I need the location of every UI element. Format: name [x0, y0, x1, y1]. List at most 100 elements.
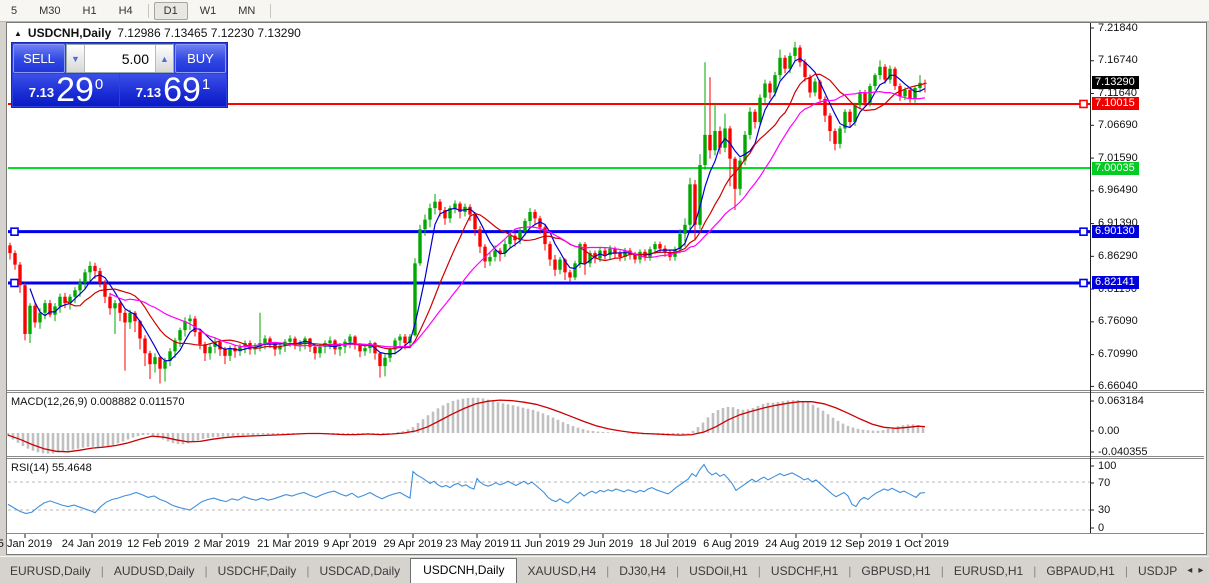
chart-tab-xauusd-h4[interactable]: XAUUSD,H4 — [527, 564, 597, 578]
chart-tab-eurusd-daily[interactable]: EURUSD,Daily — [10, 564, 91, 578]
buy-button[interactable]: BUY — [175, 44, 226, 73]
date-axis-label: 12 Feb 2019 — [127, 538, 189, 550]
date-axis-label: 9 Apr 2019 — [323, 538, 377, 550]
macd-axis-label: 0.00 — [1098, 425, 1120, 437]
timeframe-button-mn[interactable]: MN — [238, 4, 256, 17]
moving-average-line — [64, 73, 926, 350]
rsi-indicator-label: RSI(14) 55.4648 — [11, 462, 92, 474]
price-axis-label: 7.06690 — [1098, 119, 1138, 131]
tab-scroll-left-icon[interactable]: ◂ — [1187, 565, 1193, 576]
chart-title: ▲ USDCNH,Daily 7.12986 7.13465 7.12230 7… — [14, 26, 301, 40]
chart-tab-gbpusd-h1[interactable]: GBPUSD,H1 — [861, 564, 931, 578]
level-line-handle[interactable] — [1079, 99, 1088, 109]
chart-tab-gbpaud-h1[interactable]: GBPAUD,H1 — [1046, 564, 1115, 578]
price-badge: 6.90130 — [1092, 225, 1139, 238]
toolbar-separator — [270, 3, 272, 18]
tab-separator: | — [306, 564, 310, 578]
timeframe-button-h4[interactable]: H4 — [118, 4, 133, 17]
volume-input[interactable]: 5.00 — [85, 45, 155, 72]
timeframe-button-5[interactable]: 5 — [11, 4, 18, 17]
macd-indicator-label: MACD(12,26,9) 0.008882 0.011570 — [11, 396, 185, 408]
chart-tab-usdchf-daily[interactable]: USDCHF,Daily — [217, 564, 297, 578]
date-axis-label: 24 Aug 2019 — [765, 538, 827, 550]
volume-stepper: ▼ 5.00 ▲ — [66, 44, 174, 73]
triangle-down-icon: ▼ — [71, 53, 80, 64]
macd-axis-label: -0.040355 — [1098, 446, 1148, 458]
buy-price-display[interactable]: 7.13 69 1 — [120, 71, 226, 109]
chart-tab-usdcnh-daily[interactable]: USDCNH,Daily — [410, 558, 518, 583]
tab-separator: | — [100, 564, 104, 578]
price-badge: 7.10015 — [1092, 97, 1139, 110]
timeframe-button-w1[interactable]: W1 — [199, 4, 217, 17]
sell-price-display[interactable]: 7.13 29 0 — [13, 71, 119, 109]
timeframe-button-h1[interactable]: H1 — [82, 4, 97, 17]
tab-separator: | — [204, 564, 208, 578]
chart-symbol-label: USDCNH,Daily — [27, 26, 112, 40]
buy-price-pips: 69 — [163, 71, 201, 109]
chart-tab-usdcad-daily[interactable]: USDCAD,Daily — [319, 564, 401, 578]
sell-price-pips: 29 — [56, 71, 94, 109]
chart-tab-bar: EURUSD,Daily | AUDUSD,Daily | USDCHF,Daily | U… — [0, 556, 1209, 583]
date-axis-label: 1 Oct 2019 — [895, 538, 949, 550]
date-axis-label: 12 Sep 2019 — [829, 538, 893, 550]
date-axis-label: 11 Jun 2019 — [510, 538, 570, 550]
rsi-axis-label: 30 — [1098, 504, 1111, 516]
price-axis-label: 6.66040 — [1098, 380, 1138, 392]
toolbar-separator — [147, 3, 149, 18]
volume-increase-button[interactable]: ▲ — [155, 45, 173, 72]
sell-price-point: 0 — [94, 76, 104, 93]
one-click-trade-panel: SELL ▼ 5.00 ▲ BUY 7.13 29 0 7.13 69 1 — [11, 42, 228, 108]
level-line-handle[interactable] — [1079, 227, 1088, 236]
timeframe-button-d1[interactable]: D1 — [153, 1, 188, 20]
timeframe-button-m30[interactable]: M30 — [39, 4, 61, 17]
tab-separator: | — [1124, 564, 1128, 578]
rsi-axis-label: 100 — [1098, 460, 1117, 472]
price-axis-label: 6.76090 — [1098, 315, 1138, 327]
tab-separator: | — [757, 564, 761, 578]
buy-price-base: 7.13 — [135, 85, 162, 100]
chart-window — [6, 22, 1207, 555]
tab-separator: | — [848, 564, 852, 578]
price-axis-label: 7.01590 — [1098, 152, 1138, 164]
level-line-handle[interactable] — [10, 227, 19, 236]
price-axis-label: 7.21840 — [1098, 22, 1138, 34]
timeframe-toolbar: 5 M30 H1 H4 D1 W1 MN — [0, 0, 1209, 22]
rsi-line — [7, 463, 926, 515]
date-axis-label: 24 Jan 2019 — [61, 538, 123, 550]
tab-separator: | — [606, 564, 610, 578]
date-axis-label: 2 Mar 2019 — [194, 538, 250, 550]
price-badge: 7.13290 — [1092, 76, 1139, 89]
level-line-handle[interactable] — [1079, 278, 1088, 288]
chart-ohlc-values: 7.12986 7.13465 7.12230 7.13290 — [117, 26, 301, 40]
sell-button[interactable]: SELL — [13, 44, 65, 73]
tab-scroll-right-icon[interactable]: ▸ — [1198, 565, 1204, 576]
tab-separator: | — [675, 564, 680, 578]
collapse-arrow-icon[interactable]: ▲ — [14, 28, 22, 38]
chart-tab-usdchf-h1[interactable]: USDCHF,H1 — [770, 564, 839, 578]
price-axis-label: 6.70990 — [1098, 348, 1138, 360]
chart-tab-eurusd-h1[interactable]: EURUSD,H1 — [953, 564, 1024, 578]
volume-decrease-button[interactable]: ▼ — [67, 45, 85, 72]
price-axis-label: 7.11640 — [1098, 87, 1137, 99]
date-axis-label: 6 Aug 2019 — [703, 538, 759, 550]
chart-tab-usdoil-h1[interactable]: USDOil,H1 — [689, 564, 748, 578]
date-axis-label: 29 Jun 2019 — [572, 538, 634, 550]
macd-axis-label: 0.063184 — [1098, 395, 1144, 407]
date-axis-label: 18 Jul 2019 — [639, 538, 697, 550]
buy-price-point: 1 — [201, 76, 211, 93]
price-axis-label: 6.86290 — [1098, 250, 1138, 262]
macd-signal-line — [7, 399, 926, 453]
price-axis-label: 7.16740 — [1098, 54, 1138, 66]
chart-tab-dj30-h4[interactable]: DJ30,H4 — [619, 564, 666, 578]
price-axis-label: 6.96490 — [1098, 184, 1138, 196]
chart-tab-audusd-daily[interactable]: AUDUSD,Daily — [113, 564, 195, 578]
tab-separator: | — [940, 564, 944, 578]
sell-price-base: 7.13 — [28, 85, 55, 100]
level-line-handle[interactable] — [10, 278, 19, 288]
date-axis-label: 5 Jan 2019 — [0, 538, 53, 550]
rsi-axis-label: 0 — [1098, 522, 1105, 534]
price-badge: 7.00035 — [1092, 162, 1139, 175]
date-axis-label: 23 May 2019 — [445, 538, 509, 550]
chart-tab-usdjp[interactable]: USDJP — [1137, 564, 1178, 578]
